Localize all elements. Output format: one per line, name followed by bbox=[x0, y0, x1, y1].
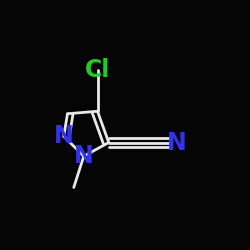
Text: N: N bbox=[74, 144, 94, 168]
Text: N: N bbox=[166, 130, 186, 154]
Text: Cl: Cl bbox=[85, 58, 110, 82]
Text: N: N bbox=[54, 124, 74, 148]
